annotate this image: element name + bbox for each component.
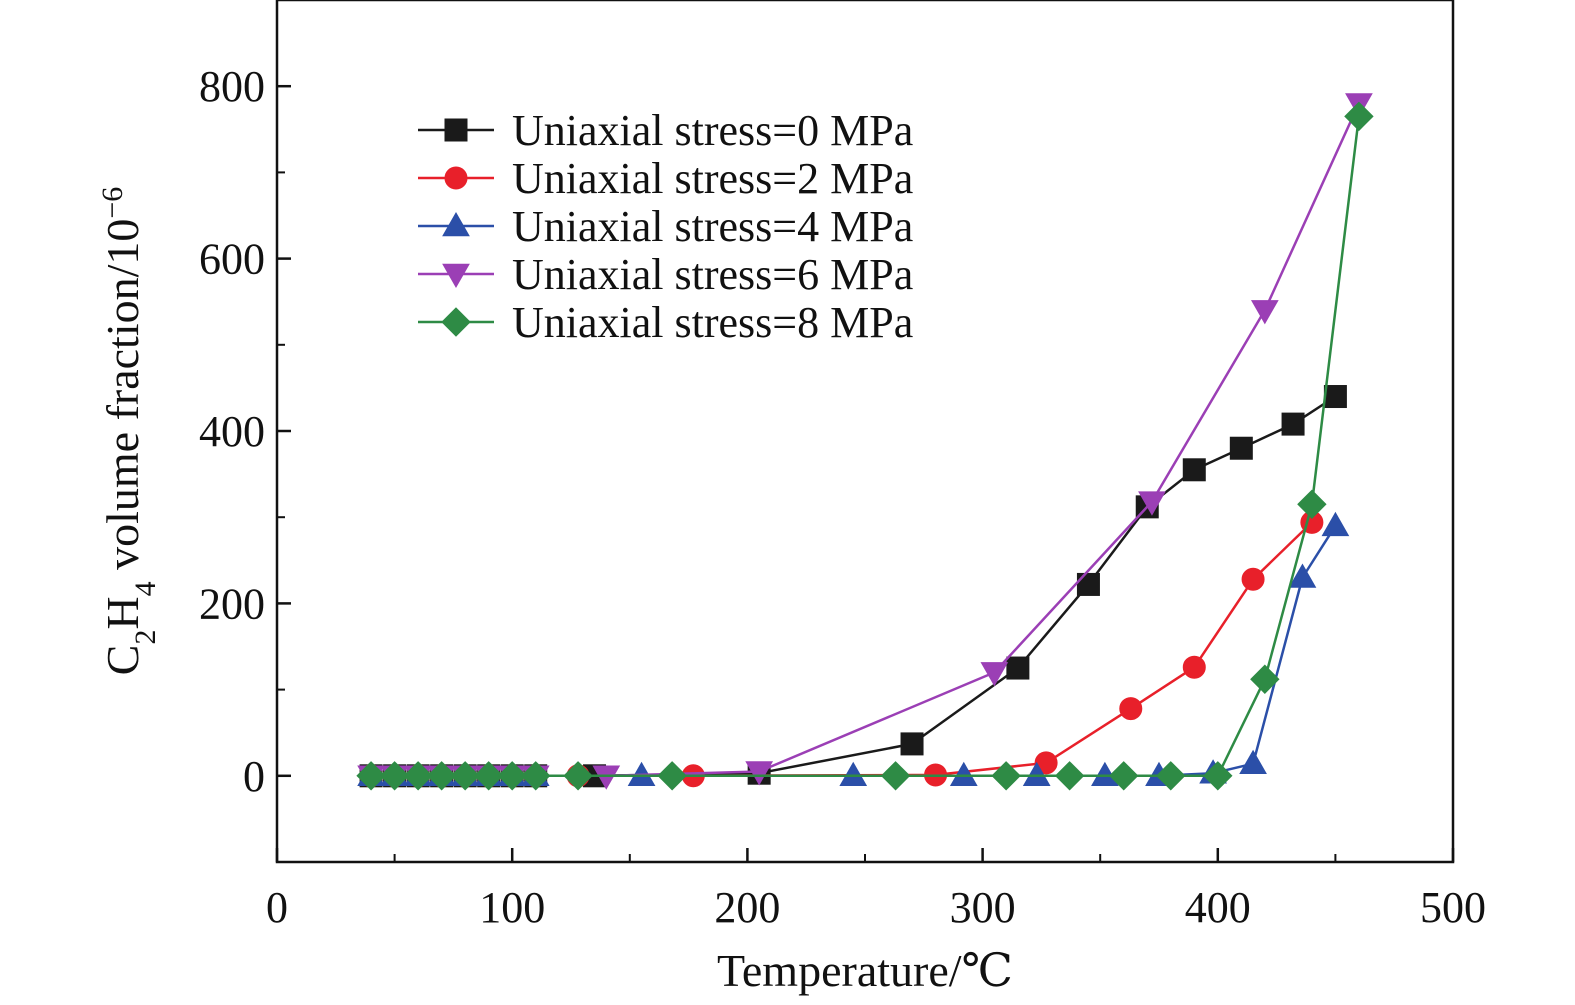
legend-entry-4: Uniaxial stress=8 MPa — [418, 298, 913, 347]
data-point — [563, 761, 593, 791]
y-tick-label: 0 — [243, 752, 265, 801]
legend-label: Uniaxial stress=6 MPa — [512, 250, 913, 299]
series-line-0 — [371, 395, 1337, 778]
legend-entry-3: Uniaxial stress=6 MPa — [418, 250, 913, 299]
data-point — [1250, 664, 1280, 694]
data-point — [521, 761, 551, 791]
legend-entry-1: Uniaxial stress=2 MPa — [418, 154, 913, 203]
data-point — [1321, 511, 1350, 537]
data-point — [1109, 761, 1139, 791]
data-point — [745, 761, 774, 786]
legend-label: Uniaxial stress=0 MPa — [512, 106, 913, 155]
data-point — [1022, 761, 1051, 787]
data-point — [839, 761, 868, 787]
data-point — [1239, 749, 1267, 774]
y-axis-ticks: 0 200 400 600 800 — [199, 62, 291, 801]
x-axis-ticks: 0 100 200 300 400 500 — [266, 848, 1486, 932]
y-axis-title-sup: −6 — [96, 187, 129, 219]
series-0 — [359, 385, 1347, 788]
data-point — [1281, 412, 1305, 436]
x-tick-label: 300 — [950, 883, 1016, 932]
data-point — [1297, 489, 1327, 519]
data-point — [1182, 458, 1206, 482]
x-tick-label: 500 — [1420, 883, 1486, 932]
series-line-2 — [371, 525, 1337, 778]
data-point — [450, 761, 480, 791]
data-point — [949, 761, 978, 787]
legend-entry-0: Uniaxial stress=0 MPa — [418, 106, 913, 155]
x-tick-label: 0 — [266, 883, 288, 932]
data-point — [991, 761, 1021, 791]
legend-marker — [442, 263, 470, 289]
x-tick-label: 400 — [1185, 883, 1251, 932]
data-point — [426, 761, 457, 791]
data-point — [1229, 436, 1253, 460]
data-point — [1241, 567, 1265, 591]
data-point — [1344, 101, 1374, 132]
data-point — [1182, 655, 1206, 679]
series-1 — [359, 510, 1324, 788]
y-tick-label: 400 — [199, 407, 265, 456]
data-point — [497, 761, 527, 791]
data-point — [379, 761, 410, 791]
series-layer — [356, 93, 1374, 791]
data-point — [1203, 761, 1233, 791]
y-axis-title-sub1: 2 — [129, 630, 162, 645]
y-tick-label: 600 — [199, 235, 265, 284]
data-point — [1006, 656, 1030, 680]
data-point — [1288, 563, 1317, 588]
legend-marker — [442, 211, 470, 237]
data-point — [1250, 300, 1279, 325]
data-point — [880, 761, 911, 791]
data-point — [356, 761, 386, 791]
legend-marker — [441, 307, 471, 337]
data-point — [980, 662, 1009, 687]
legend-marker — [444, 118, 468, 142]
data-point — [1076, 572, 1100, 596]
data-point — [473, 761, 504, 791]
legend-entry-2: Uniaxial stress=4 MPa — [418, 202, 913, 251]
data-point — [1119, 697, 1143, 721]
series-2 — [357, 511, 1350, 787]
data-point — [900, 732, 924, 756]
y-axis-title-sub2: 4 — [129, 581, 162, 596]
data-point — [592, 765, 621, 790]
legend-label: Uniaxial stress=8 MPa — [512, 298, 913, 347]
series-4 — [356, 101, 1374, 791]
legend-label: Uniaxial stress=4 MPa — [512, 202, 913, 251]
data-point — [1138, 491, 1166, 516]
legend-marker — [444, 166, 468, 190]
x-tick-label: 100 — [479, 883, 545, 932]
y-axis-title-c: C — [97, 645, 148, 676]
data-point — [1054, 761, 1085, 791]
legend-label: Uniaxial stress=2 MPa — [512, 154, 913, 203]
data-point — [403, 761, 433, 791]
data-point — [1323, 385, 1347, 409]
x-axis-title: Temperature/℃ — [717, 945, 1013, 996]
data-point — [1156, 761, 1186, 791]
x-tick-label: 200 — [714, 883, 780, 932]
data-point — [1034, 751, 1058, 775]
y-axis-title-rest: volume fraction/10 — [97, 219, 148, 582]
y-axis-title: C2H4 volume fraction/10−6 — [96, 187, 162, 676]
data-point — [657, 761, 687, 791]
y-tick-label: 200 — [199, 579, 265, 628]
y-axis-title-h: H — [97, 596, 148, 629]
y-tick-label: 800 — [199, 62, 265, 111]
